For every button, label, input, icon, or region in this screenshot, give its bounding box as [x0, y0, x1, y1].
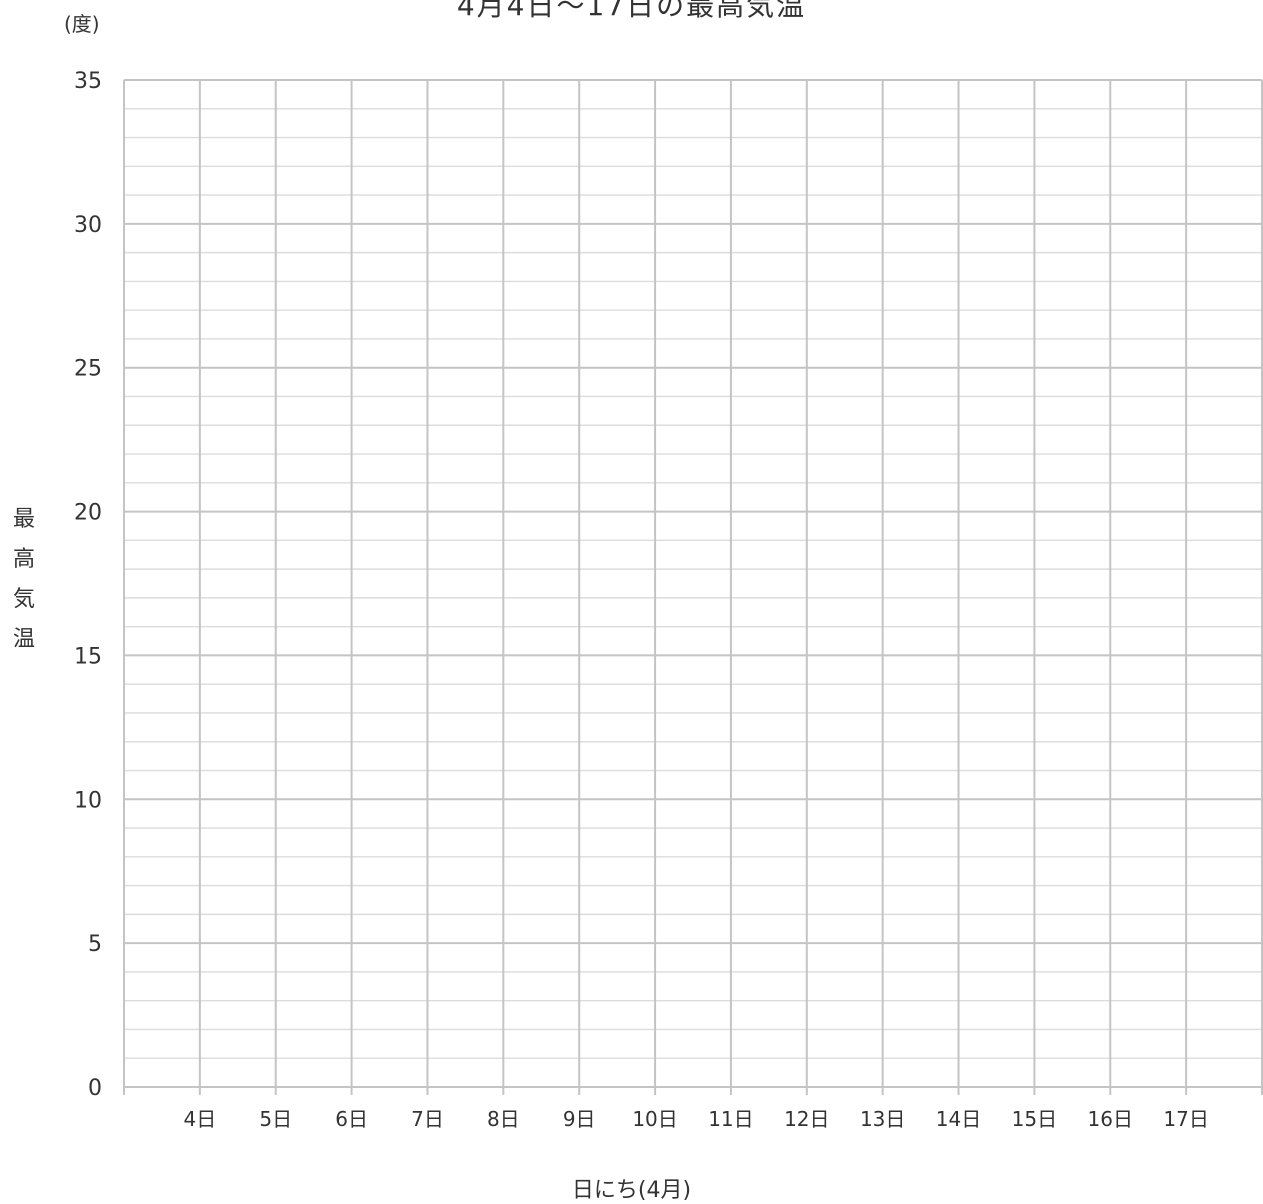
x-tick-label: 12日 [784, 1107, 829, 1131]
x-tick-label: 9日 [563, 1107, 596, 1131]
y-tick-label: 30 [74, 213, 102, 238]
x-tick-label: 16日 [1088, 1107, 1133, 1131]
y-axis-label-char: 温 [12, 627, 35, 652]
x-tick-label: 4日 [183, 1107, 216, 1131]
x-tick-label: 5日 [259, 1107, 292, 1131]
x-tick-label: 7日 [411, 1107, 444, 1131]
x-tick-label: 10日 [632, 1107, 677, 1131]
x-tick-label: 15日 [1012, 1107, 1057, 1131]
x-tick-label: 13日 [860, 1107, 905, 1131]
y-tick-label: 15 [74, 644, 102, 669]
y-tick-label: 20 [74, 501, 102, 526]
x-tick-label: 6日 [335, 1107, 368, 1131]
y-axis-label-char: 気 [12, 587, 35, 612]
y-tick-label: 25 [74, 357, 102, 382]
x-axis-label: 日にち(4月) [571, 1178, 692, 1203]
y-tick-label: 10 [74, 788, 102, 813]
chart-title: 4月4日〜17日の最高気温 [456, 0, 807, 22]
y-axis-label: 最高気温 [10, 500, 38, 660]
y-axis-unit: (度) [64, 12, 100, 36]
x-tick-label: 8日 [487, 1107, 520, 1131]
y-axis-label-char: 高 [12, 547, 35, 572]
x-tick-label: 11日 [708, 1107, 753, 1131]
y-tick-label: 35 [74, 69, 102, 94]
y-tick-label: 5 [88, 932, 102, 957]
y-tick-label: 0 [88, 1076, 102, 1101]
x-tick-label: 17日 [1163, 1107, 1208, 1131]
x-tick-label: 14日 [936, 1107, 981, 1131]
y-axis-label-char: 最 [12, 507, 35, 532]
